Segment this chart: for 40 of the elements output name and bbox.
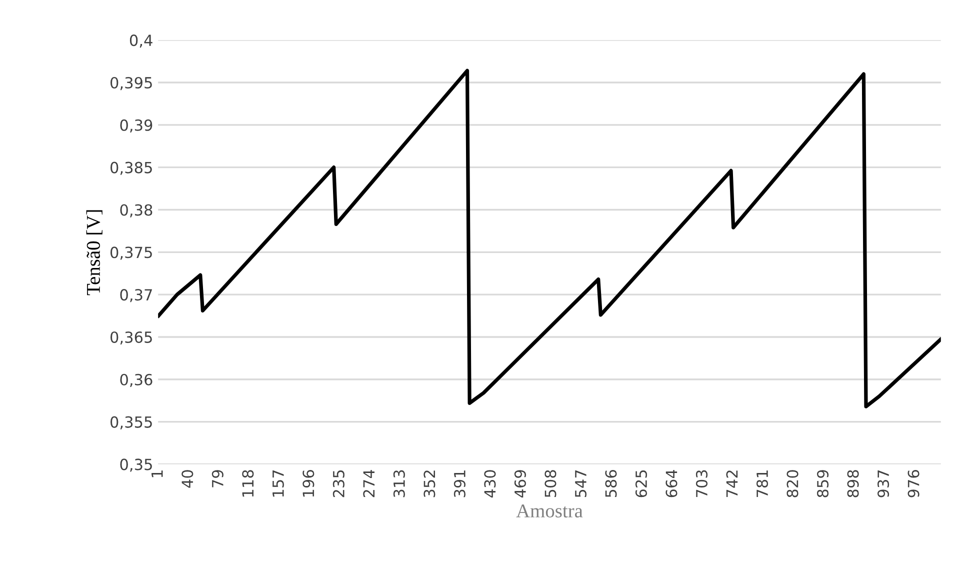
x-tick-label: 79 xyxy=(212,470,224,488)
x-tick-label: 1 xyxy=(152,470,163,478)
x-tick-label: 859 xyxy=(816,470,829,498)
x-tick-label: 586 xyxy=(605,470,617,498)
y-tick-label: 0,4 xyxy=(130,34,152,48)
y-tick-label: 0,36 xyxy=(120,374,152,387)
y-tick-label: 0,375 xyxy=(110,246,152,260)
x-tick-label: 742 xyxy=(726,470,738,497)
x-tick-label: 274 xyxy=(363,470,374,498)
y-tick-label: 0,365 xyxy=(110,331,152,345)
x-tick-label: 313 xyxy=(393,470,405,498)
x-tick-label: 508 xyxy=(544,470,556,498)
x-tick-label: 118 xyxy=(242,470,254,497)
x-tick-label: 625 xyxy=(635,470,648,498)
x-tick-label: 547 xyxy=(575,470,586,498)
y-tick-label: 0,385 xyxy=(110,162,152,175)
x-tick-label: 820 xyxy=(786,470,798,498)
x-tick-label: 40 xyxy=(182,470,194,488)
x-tick-label: 391 xyxy=(454,470,466,498)
x-tick-label: 196 xyxy=(302,470,314,497)
y-tick-label: 0,37 xyxy=(120,289,152,302)
x-axis-title: Amostra xyxy=(516,504,583,518)
y-tick-label: 0,355 xyxy=(110,416,152,430)
x-tick-label: 898 xyxy=(847,470,859,498)
x-tick-label: 235 xyxy=(332,470,344,498)
y-tick-label: 0,38 xyxy=(120,204,152,218)
x-tick-label: 781 xyxy=(756,470,768,497)
x-tick-label: 976 xyxy=(908,470,920,498)
y-tick-label: 0,395 xyxy=(110,76,152,90)
x-tick-label: 430 xyxy=(484,470,496,498)
y-tick-label: 0,35 xyxy=(120,458,152,472)
x-tick-label: 703 xyxy=(696,470,708,497)
x-tick-label: 664 xyxy=(666,470,678,498)
y-tick-label: 0,39 xyxy=(120,119,152,132)
x-tick-label: 937 xyxy=(877,470,890,498)
line-series xyxy=(158,68,941,408)
y-axis-title: Tensã0 [V] xyxy=(86,210,102,296)
x-tick-label: 157 xyxy=(272,470,284,497)
x-tick-label: 352 xyxy=(424,470,436,498)
x-tick-label: 469 xyxy=(514,470,526,498)
